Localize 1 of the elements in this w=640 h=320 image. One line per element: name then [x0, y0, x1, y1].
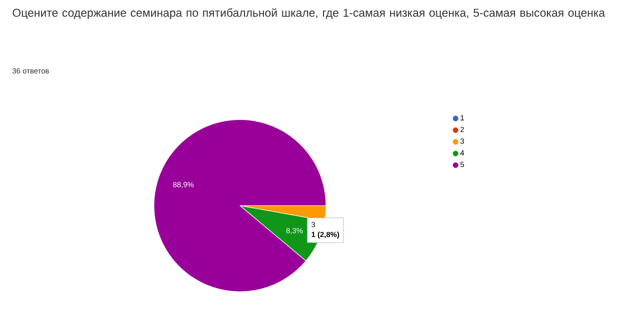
chart-title: Оцените содержание семинара по пятибалльной шкале, где 1-самая низкая оценка, 5-самая высокая оценка — [12, 8, 606, 20]
